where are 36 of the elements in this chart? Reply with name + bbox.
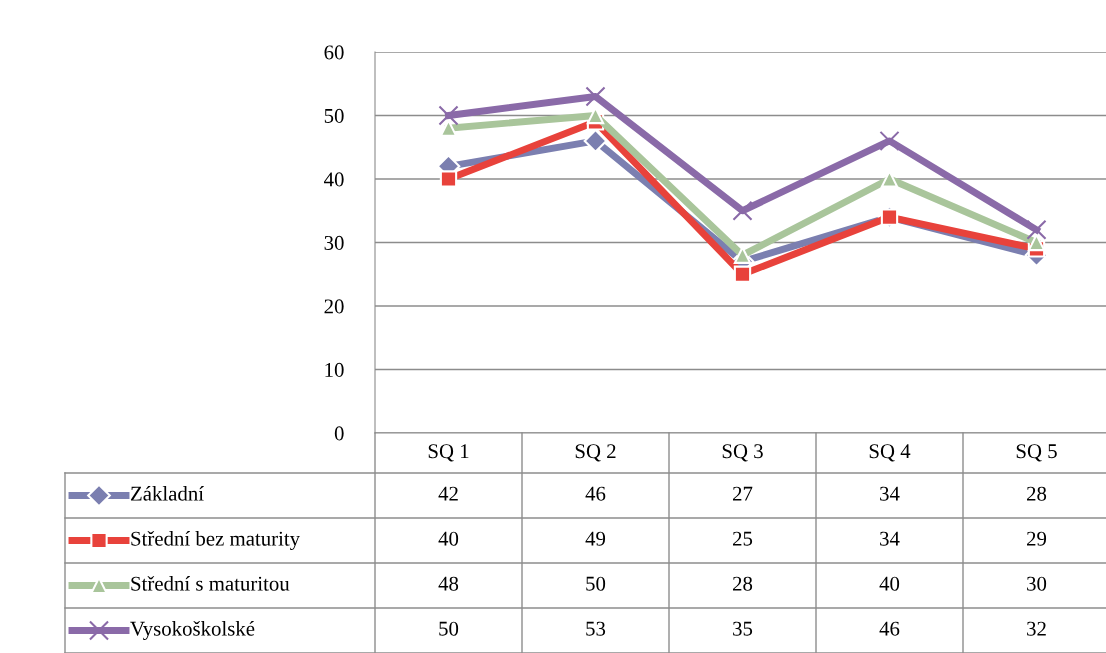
data-label: 28 (733, 576, 753, 591)
x-tick-label: SQ 2 (575, 444, 616, 462)
data-label: 27 (733, 486, 753, 501)
data-label: 28 (1027, 486, 1047, 501)
x-tick-label: SQ 3 (722, 444, 763, 462)
data-label: 32 (1027, 621, 1046, 636)
data-label: 30 (1027, 576, 1047, 591)
data-label: 48 (438, 576, 459, 591)
data-label: 35 (733, 621, 753, 636)
y-tick-label: 30 (324, 235, 344, 250)
data-label: 34 (880, 486, 900, 501)
data-label: 40 (438, 531, 459, 546)
data-label: 42 (438, 486, 458, 501)
x-tick-label: SQ 4 (869, 444, 911, 462)
y-tick-label: 50 (324, 108, 344, 123)
data-label: 53 (586, 621, 606, 636)
y-tick-label: 0 (334, 426, 344, 441)
data-label: 50 (586, 576, 606, 591)
data-label: 46 (585, 486, 606, 501)
x-tick-label: SQ 5 (1016, 444, 1057, 462)
data-label: 34 (880, 531, 900, 546)
data-label: 40 (879, 576, 900, 591)
legend-label: Střední bez maturity (131, 531, 301, 550)
y-tick-label: 20 (324, 299, 344, 314)
x-tick-label: SQ 1 (428, 444, 469, 462)
y-tick-label: 40 (324, 172, 344, 187)
y-tick-label: 60 (324, 45, 344, 60)
data-label: 29 (1027, 531, 1047, 546)
y-tick-label: 10 (325, 362, 344, 377)
data-label: 50 (439, 621, 459, 636)
legend-label: Základní (131, 486, 204, 501)
legend-label: Střední s maturitou (131, 576, 290, 591)
data-label: 49 (585, 531, 606, 546)
data-label: 25 (733, 531, 753, 546)
data-label: 46 (879, 621, 900, 636)
legend-label: Vysokoškolské (130, 621, 255, 640)
